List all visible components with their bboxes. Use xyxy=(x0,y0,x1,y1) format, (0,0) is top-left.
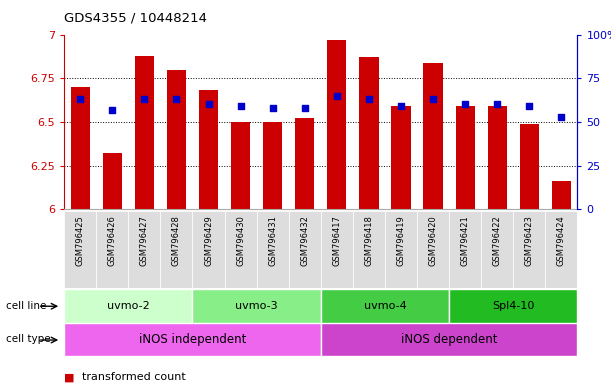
Text: GSM796424: GSM796424 xyxy=(557,215,566,266)
FancyBboxPatch shape xyxy=(481,211,513,288)
Text: GSM796426: GSM796426 xyxy=(108,215,117,266)
Text: GSM796430: GSM796430 xyxy=(236,215,245,266)
FancyBboxPatch shape xyxy=(192,211,225,288)
Text: GSM796428: GSM796428 xyxy=(172,215,181,266)
FancyBboxPatch shape xyxy=(321,289,449,323)
Bar xyxy=(552,181,571,209)
Text: GSM796423: GSM796423 xyxy=(525,215,534,266)
Text: ■: ■ xyxy=(64,372,75,382)
Text: uvmo-4: uvmo-4 xyxy=(364,301,406,311)
Text: GSM796421: GSM796421 xyxy=(461,215,470,266)
Text: GSM796417: GSM796417 xyxy=(332,215,342,266)
Bar xyxy=(103,153,122,209)
FancyBboxPatch shape xyxy=(321,211,353,288)
FancyBboxPatch shape xyxy=(96,211,128,288)
Bar xyxy=(135,56,154,209)
Text: cell line: cell line xyxy=(6,301,46,311)
FancyBboxPatch shape xyxy=(449,211,481,288)
Text: uvmo-2: uvmo-2 xyxy=(107,301,150,311)
Text: GSM796420: GSM796420 xyxy=(428,215,437,266)
Text: GSM796432: GSM796432 xyxy=(300,215,309,266)
Point xyxy=(524,103,534,109)
Bar xyxy=(423,63,442,209)
FancyBboxPatch shape xyxy=(353,211,385,288)
Text: GSM796431: GSM796431 xyxy=(268,215,277,266)
Text: Spl4-10: Spl4-10 xyxy=(492,301,535,311)
FancyBboxPatch shape xyxy=(225,211,257,288)
FancyBboxPatch shape xyxy=(417,211,449,288)
Bar xyxy=(488,106,507,209)
FancyBboxPatch shape xyxy=(192,289,321,323)
FancyBboxPatch shape xyxy=(128,211,160,288)
Text: GSM796422: GSM796422 xyxy=(492,215,502,266)
Bar xyxy=(359,57,379,209)
Bar xyxy=(263,122,282,209)
Point xyxy=(364,96,374,102)
Text: transformed count: transformed count xyxy=(82,372,186,382)
Point xyxy=(396,103,406,109)
Bar xyxy=(456,106,475,209)
FancyBboxPatch shape xyxy=(257,211,289,288)
Text: iNOS independent: iNOS independent xyxy=(139,333,246,346)
Point xyxy=(460,101,470,108)
FancyBboxPatch shape xyxy=(64,211,96,288)
Text: GSM796419: GSM796419 xyxy=(397,215,406,266)
Point xyxy=(236,103,246,109)
Text: GSM796427: GSM796427 xyxy=(140,215,149,266)
Bar xyxy=(167,70,186,209)
Point xyxy=(172,96,181,102)
Bar xyxy=(327,40,346,209)
Point xyxy=(332,93,342,99)
Point xyxy=(428,96,438,102)
Text: GDS4355 / 10448214: GDS4355 / 10448214 xyxy=(64,12,207,25)
FancyBboxPatch shape xyxy=(449,289,577,323)
Bar xyxy=(70,87,90,209)
Bar xyxy=(231,122,251,209)
FancyBboxPatch shape xyxy=(321,323,577,356)
Text: iNOS dependent: iNOS dependent xyxy=(401,333,497,346)
FancyBboxPatch shape xyxy=(160,211,192,288)
Point xyxy=(139,96,149,102)
FancyBboxPatch shape xyxy=(385,211,417,288)
Point xyxy=(557,114,566,120)
Point xyxy=(268,105,277,111)
FancyBboxPatch shape xyxy=(513,211,546,288)
Bar xyxy=(392,106,411,209)
Point xyxy=(75,96,85,102)
FancyBboxPatch shape xyxy=(546,211,577,288)
Text: GSM796418: GSM796418 xyxy=(364,215,373,266)
Bar xyxy=(519,124,539,209)
Bar xyxy=(295,118,314,209)
Text: uvmo-3: uvmo-3 xyxy=(235,301,278,311)
Text: cell type: cell type xyxy=(6,334,51,344)
Point xyxy=(300,105,310,111)
Point xyxy=(203,101,213,108)
FancyBboxPatch shape xyxy=(64,289,192,323)
Text: GSM796425: GSM796425 xyxy=(76,215,85,266)
Point xyxy=(492,101,502,108)
Point xyxy=(108,107,117,113)
Bar xyxy=(199,91,218,209)
Text: GSM796429: GSM796429 xyxy=(204,215,213,266)
FancyBboxPatch shape xyxy=(64,323,321,356)
FancyBboxPatch shape xyxy=(289,211,321,288)
